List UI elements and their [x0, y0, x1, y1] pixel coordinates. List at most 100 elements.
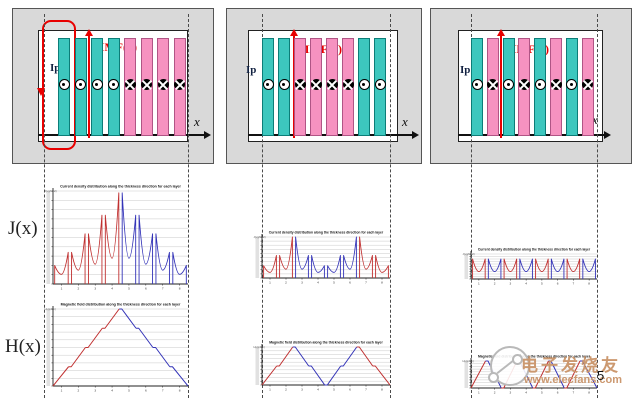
connector-dashed-line: [390, 14, 391, 398]
svg-text:Current density distribution a: Current density distribution along the t…: [269, 231, 384, 235]
svg-text:5: 5: [333, 280, 335, 284]
svg-text:3: 3: [301, 280, 303, 284]
svg-text:6: 6: [145, 388, 147, 392]
mmf-measure-line: [88, 36, 90, 138]
ip-label: Ip: [460, 64, 471, 76]
plot-current-density-partially-interleaved: Current density distribution along the t…: [254, 231, 390, 284]
watermark-brand-text: 电子发烧友: [521, 356, 621, 375]
svg-text:3: 3: [510, 281, 512, 285]
x-axis-label: x: [194, 114, 200, 129]
svg-text:3: 3: [94, 388, 96, 392]
current-in-icon: [518, 79, 530, 90]
svg-text:7: 7: [162, 286, 164, 290]
svg-text:J(x)(A/m2): J(x)(A/m2): [254, 235, 266, 239]
current-in-icon: [550, 79, 562, 90]
svg-text:Current density distribution a: Current density distribution along the t…: [60, 185, 181, 189]
svg-text:4: 4: [317, 280, 319, 284]
mmf-arrow-icon: [497, 29, 505, 36]
current-out-icon: [58, 79, 70, 90]
current-out-icon: [374, 79, 386, 90]
svg-text:8: 8: [381, 387, 383, 391]
current-out-icon: [262, 79, 274, 90]
svg-text:1: 1: [478, 281, 480, 285]
svg-text:7: 7: [365, 280, 367, 284]
svg-text:7: 7: [573, 390, 575, 394]
svg-text:Magnetic field distribution al: Magnetic field distribution along the th…: [269, 341, 383, 345]
svg-text:4: 4: [525, 390, 527, 394]
svg-text:H(x)(A/m): H(x)(A/m): [463, 359, 474, 363]
current-in-icon: [487, 79, 499, 90]
svg-text:3: 3: [301, 387, 303, 391]
svg-text:Magnetic field distribution al: Magnetic field distribution along the th…: [61, 303, 181, 307]
svg-text:4: 4: [111, 388, 113, 392]
svg-text:Magnetic field distribution al: Magnetic field distribution along the th…: [478, 355, 591, 359]
connector-dashed-line: [471, 14, 472, 398]
plot-current-density-fully-interleaved: Current density distribution along the t…: [463, 248, 597, 285]
current-in-icon: [157, 79, 169, 90]
current-out-icon: [503, 79, 515, 90]
current-out-icon: [471, 79, 483, 90]
svg-text:7: 7: [162, 388, 164, 392]
svg-text:1: 1: [269, 280, 271, 284]
current-in-icon: [342, 79, 354, 90]
svg-text:7: 7: [365, 387, 367, 391]
svg-text:5: 5: [128, 286, 130, 290]
x-axis-arrow-icon: [204, 131, 211, 139]
page-number: 5: [597, 368, 605, 383]
svg-text:1: 1: [61, 388, 63, 392]
svg-text:2: 2: [494, 390, 496, 394]
current-in-icon: [582, 79, 594, 90]
svg-text:2: 2: [285, 387, 287, 391]
svg-text:2: 2: [285, 280, 287, 284]
plot-magnetic-field-partially-interleaved: Magnetic field distribution along the th…: [254, 341, 391, 391]
mmf-arrow-icon: [85, 29, 93, 36]
svg-text:Current density distribution a: Current density distribution along the t…: [478, 248, 591, 252]
plot-magnetic-field-non-interleaved: Magnetic field distribution along the th…: [45, 303, 189, 392]
svg-text:5: 5: [333, 387, 335, 391]
mmf-arrow-icon: [290, 29, 298, 36]
current-out-icon: [75, 79, 86, 90]
ip-label: Ip: [246, 64, 257, 76]
current-in-icon: [141, 79, 152, 90]
current-out-icon: [108, 79, 119, 90]
svg-text:6: 6: [349, 387, 351, 391]
row-label-current-density: J(x): [8, 218, 38, 239]
svg-text:4: 4: [317, 387, 319, 391]
current-in-icon: [326, 79, 338, 90]
svg-text:1: 1: [269, 387, 271, 391]
x-axis-arrow-icon: [412, 131, 419, 139]
svg-text:8: 8: [588, 390, 590, 394]
current-out-icon: [566, 79, 578, 90]
watermark-logo-dot: [512, 354, 523, 365]
svg-text:3: 3: [94, 286, 96, 290]
svg-text:J(x)(A/m2): J(x)(A/m2): [45, 189, 57, 193]
svg-text:3: 3: [510, 390, 512, 394]
current-in-icon: [174, 79, 185, 90]
current-in-icon: [294, 79, 306, 90]
svg-text:5: 5: [128, 388, 130, 392]
watermark-logo-icon: [490, 346, 530, 386]
row-label-magnetic-field: H(x): [5, 336, 41, 357]
x-axis-arrow-icon: [604, 131, 611, 139]
svg-text:6: 6: [349, 280, 351, 284]
svg-text:8: 8: [179, 388, 181, 392]
plot-current-density-non-interleaved: Current density distribution along the t…: [45, 185, 188, 290]
connector-dashed-line: [262, 14, 263, 398]
svg-text:8: 8: [588, 281, 590, 285]
svg-text:1: 1: [478, 390, 480, 394]
svg-text:6: 6: [145, 286, 147, 290]
current-out-icon: [91, 79, 103, 90]
svg-text:H(x)(A/m): H(x)(A/m): [45, 307, 56, 311]
svg-text:H(x)(A/m): H(x)(A/m): [254, 345, 265, 349]
connector-dashed-line: [44, 14, 45, 398]
svg-text:2: 2: [77, 286, 79, 290]
ip-label: Ip: [50, 62, 61, 74]
svg-text:8: 8: [381, 280, 383, 284]
svg-text:4: 4: [111, 286, 113, 290]
current-out-icon: [358, 79, 370, 90]
svg-text:6: 6: [557, 390, 559, 394]
svg-text:1: 1: [61, 286, 63, 290]
svg-text:2: 2: [77, 388, 79, 392]
current-in-icon: [310, 79, 322, 90]
